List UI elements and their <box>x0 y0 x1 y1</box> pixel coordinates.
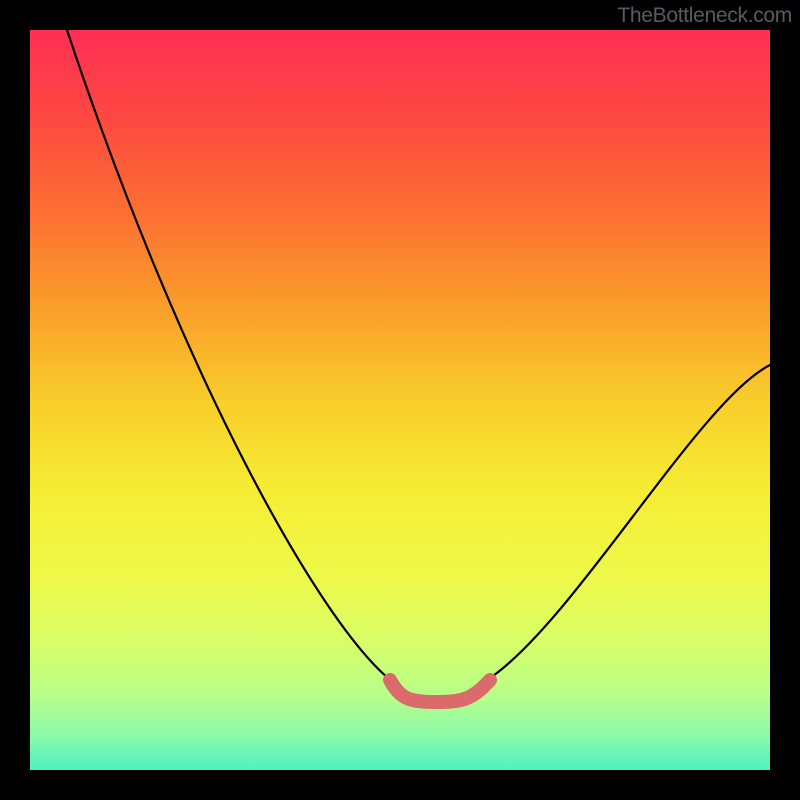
plot-background <box>30 30 770 770</box>
chart-stage: TheBottleneck.com <box>0 0 800 800</box>
bottleneck-chart <box>0 0 800 800</box>
watermark-text: TheBottleneck.com <box>617 4 792 28</box>
